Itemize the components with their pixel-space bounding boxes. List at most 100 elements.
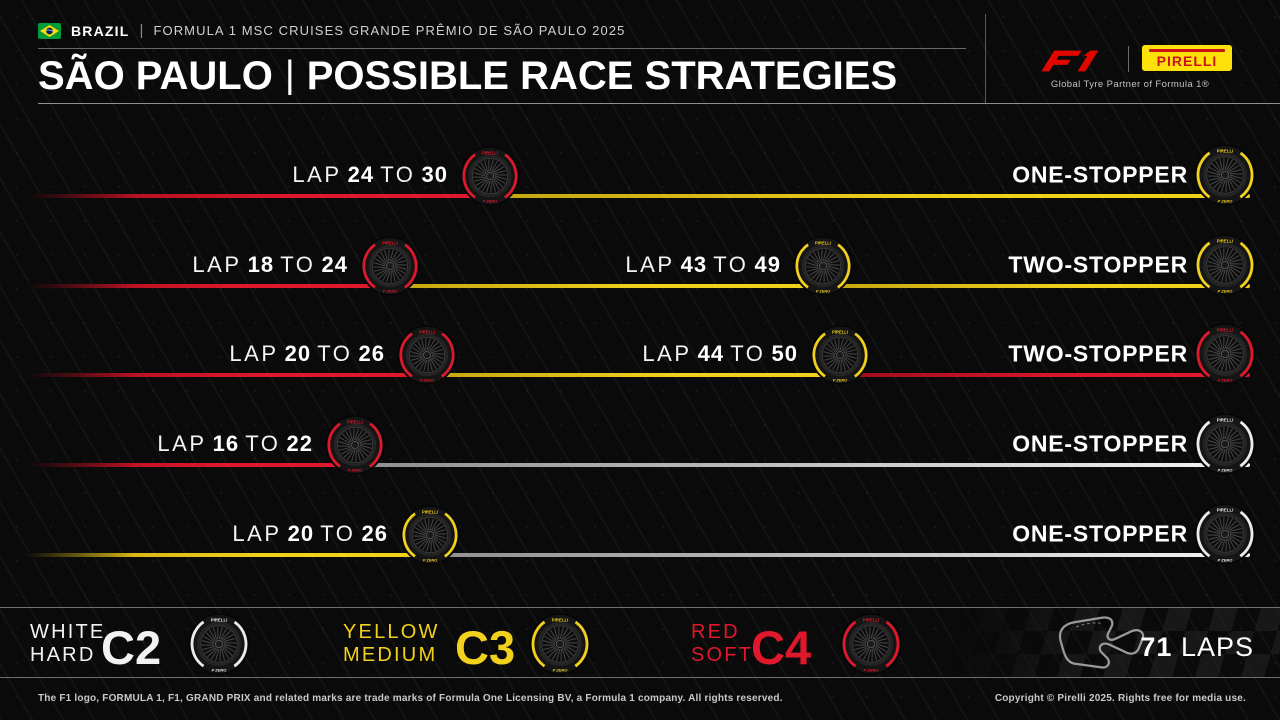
partner-tagline: Global Tyre Partner of Formula 1® [1050, 79, 1210, 90]
legend-rule-bottom [0, 677, 1280, 678]
pit-window-label: LAP 20 TO 26 [232, 521, 388, 546]
svg-text:P ZERO: P ZERO [833, 378, 847, 383]
lap-count: 71 LAPS [1140, 632, 1254, 663]
legend-rule-top [0, 607, 1280, 608]
stint-line-medium [25, 553, 430, 557]
tyre-hard-icon: PIRELLI P ZERO [1194, 503, 1256, 565]
compound-soft-code: C4 [751, 621, 812, 674]
svg-text:P ZERO: P ZERO [1218, 199, 1234, 204]
compound-medium-line2: MEDIUM [343, 644, 438, 666]
tyre-medium-icon: PIRELLI P ZERO [1194, 144, 1256, 206]
compound-hard-line2: HARD [30, 644, 96, 666]
svg-text:P ZERO: P ZERO [1218, 289, 1234, 294]
tyre-soft-icon: PIRELLI P ZERO [1194, 323, 1256, 385]
tyre-medium-icon: PIRELLI P ZERO [793, 236, 853, 296]
brazil-flag-icon [38, 22, 61, 39]
svg-text:PIRELLI: PIRELLI [552, 618, 569, 623]
footer-legal-left: The F1 logo, FORMULA 1, F1, GRAND PRIX a… [38, 693, 783, 704]
compound-soft-line2: SOFT [691, 644, 754, 666]
line-fade [25, 193, 135, 199]
strategy-type-label: ONE-STOPPER [1012, 430, 1188, 457]
stint-line-medium [390, 284, 823, 288]
pirelli-logo: PIRELLI [1142, 45, 1232, 71]
line-fade [25, 372, 135, 378]
header-rule [38, 103, 1280, 104]
stint-line-hard [430, 553, 1250, 557]
stint-line-soft [25, 194, 490, 198]
header-separator: | [139, 22, 144, 39]
svg-text:P ZERO: P ZERO [423, 558, 437, 563]
pit-window-label: LAP 24 TO 30 [292, 162, 448, 187]
svg-text:PIRELLI: PIRELLI [1217, 328, 1234, 333]
stint-line-soft [840, 373, 1250, 377]
tyre-medium-icon: PIRELLI P ZERO [810, 325, 870, 385]
pirelli-logo-bar [1149, 49, 1225, 52]
tyre-soft-icon: PIRELLI P ZERO [397, 325, 457, 385]
svg-text:PIRELLI: PIRELLI [211, 618, 228, 623]
svg-text:PIRELLI: PIRELLI [419, 329, 435, 334]
compound-hard-code: C2 [101, 621, 162, 674]
title-subject: POSSIBLE RACE STRATEGIES [306, 54, 898, 98]
top-bar: BRAZIL | FORMULA 1 MSC CRUISES GRANDE PR… [38, 22, 625, 39]
compound-medium-line1: YELLOW [343, 621, 440, 643]
stint-line-soft [25, 373, 427, 377]
strategy-type-label: ONE-STOPPER [1012, 161, 1188, 188]
svg-text:P ZERO: P ZERO [1218, 378, 1234, 383]
pit-window-label: LAP 43 TO 49 [625, 252, 781, 277]
footer-legal-right: Copyright © Pirelli 2025. Rights free fo… [994, 693, 1246, 704]
stint-line-soft [25, 463, 355, 467]
pit-window-label: LAP 16 TO 22 [157, 431, 313, 456]
svg-text:PIRELLI: PIRELLI [1217, 149, 1234, 154]
compound-soft-name: RED SOFT [691, 621, 753, 667]
svg-text:P ZERO: P ZERO [1218, 558, 1234, 563]
pit-window-label: LAP 20 TO 26 [229, 341, 385, 366]
svg-text:P ZERO: P ZERO [1218, 468, 1234, 473]
svg-text:PIRELLI: PIRELLI [832, 329, 848, 334]
svg-text:PIRELLI: PIRELLI [482, 150, 498, 155]
tyre-medium-icon: PIRELLI P ZERO [529, 613, 591, 675]
compound-hard-name: WHITE HARD [30, 621, 105, 667]
track-map [1058, 616, 1145, 669]
pit-window-label: LAP 18 TO 24 [192, 252, 348, 277]
tyre-medium-icon: PIRELLI P ZERO [400, 505, 460, 565]
svg-text:P ZERO: P ZERO [383, 289, 397, 294]
svg-text:P ZERO: P ZERO [483, 199, 497, 204]
svg-text:P ZERO: P ZERO [212, 668, 228, 673]
top-rule [38, 48, 966, 49]
country-label: BRAZIL [71, 22, 130, 39]
svg-text:PIRELLI: PIRELLI [1217, 239, 1234, 244]
compound-soft-line1: RED [691, 621, 740, 643]
compound-hard-line1: WHITE [30, 621, 106, 643]
tyre-soft-icon: PIRELLI P ZERO [840, 613, 902, 675]
svg-text:P ZERO: P ZERO [864, 668, 880, 673]
stint-line-medium [823, 284, 1250, 288]
tyre-hard-icon: PIRELLI P ZERO [1194, 413, 1256, 475]
tyre-hard-icon: PIRELLI P ZERO [188, 613, 250, 675]
title-separator: | [284, 54, 295, 96]
svg-text:PIRELLI: PIRELLI [347, 419, 363, 424]
compound-medium-name: YELLOW MEDIUM [343, 621, 440, 667]
strategy-type-label: ONE-STOPPER [1012, 520, 1188, 547]
tyre-soft-icon: PIRELLI P ZERO [460, 146, 520, 206]
svg-text:PIRELLI: PIRELLI [863, 618, 880, 623]
logo-divider [1128, 46, 1129, 72]
tyre-soft-icon: PIRELLI P ZERO [360, 236, 420, 296]
line-fade [25, 462, 135, 468]
line-fade [25, 552, 135, 558]
svg-text:P ZERO: P ZERO [553, 668, 569, 673]
title-location: SÃO PAULO [38, 54, 273, 98]
svg-text:PIRELLI: PIRELLI [815, 240, 831, 245]
lap-count-word: LAPS [1180, 632, 1254, 662]
strategy-type-label: TWO-STOPPER [1008, 340, 1188, 367]
lap-count-value: 71 [1140, 632, 1173, 662]
svg-text:PIRELLI: PIRELLI [382, 240, 398, 245]
stint-line-hard [355, 463, 1250, 467]
svg-text:PIRELLI: PIRELLI [1217, 418, 1234, 423]
page-title: SÃO PAULO | POSSIBLE RACE STRATEGIES [38, 54, 897, 99]
